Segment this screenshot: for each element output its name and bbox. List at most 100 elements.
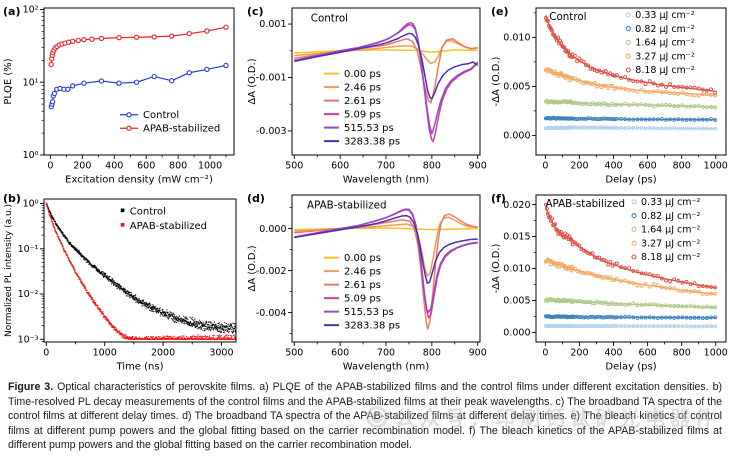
panel-c-series (294, 21, 479, 143)
svg-text:0.00 ps: 0.00 ps (344, 253, 381, 264)
panel-d: 500 600 700 800 900 0.000 -0.002 -0.004 Waveleng… (244, 187, 488, 374)
svg-text:0.000: 0.000 (503, 131, 530, 142)
svg-text:0.010: 0.010 (503, 264, 530, 275)
panel-c-legend: 0.00 ps 2.46 ps 2.61 ps 5.09 ps 515.53 ps 328… (323, 69, 400, 147)
svg-text:200: 200 (570, 348, 588, 359)
svg-text:-0.004: -0.004 (256, 308, 287, 319)
panel-c-axes: 500 600 700 800 900 0.001 -0.001 -0.003 (256, 19, 487, 171)
svg-text:0.82 μJ cm⁻²: 0.82 μJ cm⁻² (641, 211, 701, 222)
svg-text:400: 400 (105, 161, 123, 172)
svg-text:400: 400 (604, 161, 622, 172)
svg-text:10⁻³: 10⁻³ (18, 334, 39, 345)
svg-text:400: 400 (604, 348, 622, 359)
figure-caption-label: Figure 3. (8, 381, 54, 393)
svg-text:APAB-stabilized: APAB-stabilized (546, 198, 626, 210)
svg-text:3283.38 ps: 3283.38 ps (344, 320, 400, 331)
panel-e-legend: 0.33 μJ cm⁻² 0.82 μJ cm⁻² 1.64 μJ cm⁻² 3.27… (625, 10, 695, 76)
figure-caption: Figure 3. Optical characteristics of per… (8, 380, 722, 453)
panel-e-series (543, 15, 718, 131)
svg-text:0: 0 (542, 161, 548, 172)
svg-text:0: 0 (43, 348, 49, 359)
panel-d-chart: 500 600 700 800 900 0.000 -0.002 -0.004 Waveleng… (247, 192, 487, 373)
svg-text:800: 800 (423, 348, 441, 359)
svg-text:600: 600 (137, 161, 155, 172)
panel-f-legend: 0.33 μJ cm⁻² 0.82 μJ cm⁻² 1.64 μJ cm⁻² 3.27… (631, 197, 701, 263)
svg-text:0.020: 0.020 (503, 200, 530, 211)
panel-b-series (45, 202, 236, 340)
svg-text:0.001: 0.001 (259, 19, 286, 30)
svg-text:(b): (b) (3, 192, 21, 205)
svg-text:2.61 ps: 2.61 ps (344, 280, 381, 291)
svg-text:10²: 10² (23, 5, 39, 16)
svg-text:2.46 ps: 2.46 ps (344, 82, 381, 93)
panel-e: 0 200 400 600 800 1000 0.000 0.005 0.010 Delay (p… (488, 0, 732, 187)
svg-text:515.53 ps: 515.53 ps (344, 123, 394, 134)
svg-text:5.09 ps: 5.09 ps (344, 109, 381, 120)
svg-text:(a): (a) (3, 5, 20, 18)
panel-f-chart: 0 200 400 600 800 1000 0.000 0.005 0.010 0.015 0.0… (491, 192, 728, 373)
svg-text:600: 600 (639, 161, 657, 172)
svg-text:0.82 μJ cm⁻²: 0.82 μJ cm⁻² (635, 24, 695, 35)
panel-b-axes: 0 1000 2000 3000 10⁰ 10⁻¹ 10⁻² 10⁻³ (18, 199, 234, 359)
svg-text:PLQE (%): PLQE (%) (3, 58, 14, 104)
panel-a: 0 200 400 600 800 1000 10⁰ 10¹ 10² Excitation den… (0, 0, 244, 187)
svg-text:600: 600 (331, 348, 349, 359)
svg-text:0: 0 (47, 161, 53, 172)
svg-text:600: 600 (639, 348, 657, 359)
panel-e-chart: 0 200 400 600 800 1000 0.000 0.005 0.010 Delay (p… (491, 5, 728, 186)
svg-text:800: 800 (673, 348, 691, 359)
svg-text:(d): (d) (247, 192, 265, 205)
svg-text:800: 800 (673, 161, 691, 172)
svg-text:2.61 ps: 2.61 ps (344, 96, 381, 107)
svg-text:3.27 μJ cm⁻²: 3.27 μJ cm⁻² (635, 51, 695, 62)
svg-text:1000: 1000 (704, 161, 728, 172)
svg-text:Normalized PL intensity (a.u.): Normalized PL intensity (a.u.) (4, 204, 14, 337)
svg-text:1000: 1000 (93, 348, 117, 359)
panel-b-legend: Control APAB-stabilized (120, 207, 207, 232)
svg-text:500: 500 (285, 348, 303, 359)
svg-text:0.005: 0.005 (503, 82, 530, 93)
svg-text:APAB-stabilized: APAB-stabilized (307, 199, 387, 211)
svg-text:3000: 3000 (209, 348, 233, 359)
panel-d-series (294, 208, 478, 330)
svg-text:515.53 ps: 515.53 ps (344, 307, 394, 318)
svg-text:0.33 μJ cm⁻²: 0.33 μJ cm⁻² (641, 197, 701, 208)
svg-text:800: 800 (423, 161, 441, 172)
svg-text:700: 700 (377, 161, 395, 172)
svg-text:900: 900 (469, 348, 487, 359)
svg-text:10⁻¹: 10⁻¹ (18, 244, 39, 255)
svg-text:500: 500 (285, 161, 303, 172)
panel-c-chart: 500 600 700 800 900 0.001 -0.001 -0.003 Waveleng… (247, 5, 487, 186)
panel-a-chart: 0 200 400 600 800 1000 10⁰ 10¹ 10² Excitation den… (3, 5, 235, 186)
panel-f: 0 200 400 600 800 1000 0.000 0.005 0.010 0.015 0.0… (488, 187, 732, 374)
svg-text:ΔA (O.D.): ΔA (O.D.) (247, 58, 258, 104)
svg-text:(e): (e) (491, 5, 509, 18)
svg-text:(f): (f) (491, 192, 506, 205)
svg-text:Wavelength (nm): Wavelength (nm) (343, 175, 429, 186)
svg-text:900: 900 (469, 161, 487, 172)
panel-b-chart: 0 1000 2000 3000 10⁰ 10⁻¹ 10⁻² 10⁻³ Time (ns) Nor… (3, 192, 237, 373)
panel-f-series (543, 202, 718, 329)
svg-text:APAB-stabilized: APAB-stabilized (143, 123, 220, 134)
panel-a-axes: 0 200 400 600 800 1000 10⁰ 10¹ 10² (23, 5, 227, 172)
svg-text:Wavelength (nm): Wavelength (nm) (343, 362, 429, 373)
svg-text:Delay (ps): Delay (ps) (605, 362, 656, 373)
figure-panels: 0 200 400 600 800 1000 10⁰ 10¹ 10² Excitation den… (0, 0, 732, 374)
svg-text:1.64 μJ cm⁻²: 1.64 μJ cm⁻² (641, 225, 701, 236)
panel-f-axes: 0 200 400 600 800 1000 0.000 0.005 0.010 0.015 0.0… (503, 200, 728, 359)
svg-text:Excitation density (mW cm⁻²): Excitation density (mW cm⁻²) (65, 175, 213, 186)
svg-text:-ΔA (O.D.): -ΔA (O.D.) (491, 244, 502, 294)
svg-text:10⁰: 10⁰ (23, 199, 39, 210)
svg-text:5.09 ps: 5.09 ps (344, 293, 381, 304)
svg-text:1.64 μJ cm⁻²: 1.64 μJ cm⁻² (635, 38, 695, 49)
svg-text:-ΔA (O.D.): -ΔA (O.D.) (491, 57, 502, 107)
svg-text:10⁻²: 10⁻² (18, 289, 39, 300)
svg-text:10¹: 10¹ (23, 77, 39, 88)
svg-text:Control: Control (130, 207, 166, 218)
svg-text:0.000: 0.000 (503, 328, 530, 339)
svg-text:Control: Control (311, 12, 348, 24)
svg-text:Time (ns): Time (ns) (115, 362, 163, 373)
svg-text:3.27 μJ cm⁻²: 3.27 μJ cm⁻² (641, 238, 701, 249)
figure-caption-text: Optical characteristics of perovskite fi… (8, 381, 722, 451)
svg-text:0.000: 0.000 (259, 224, 286, 235)
